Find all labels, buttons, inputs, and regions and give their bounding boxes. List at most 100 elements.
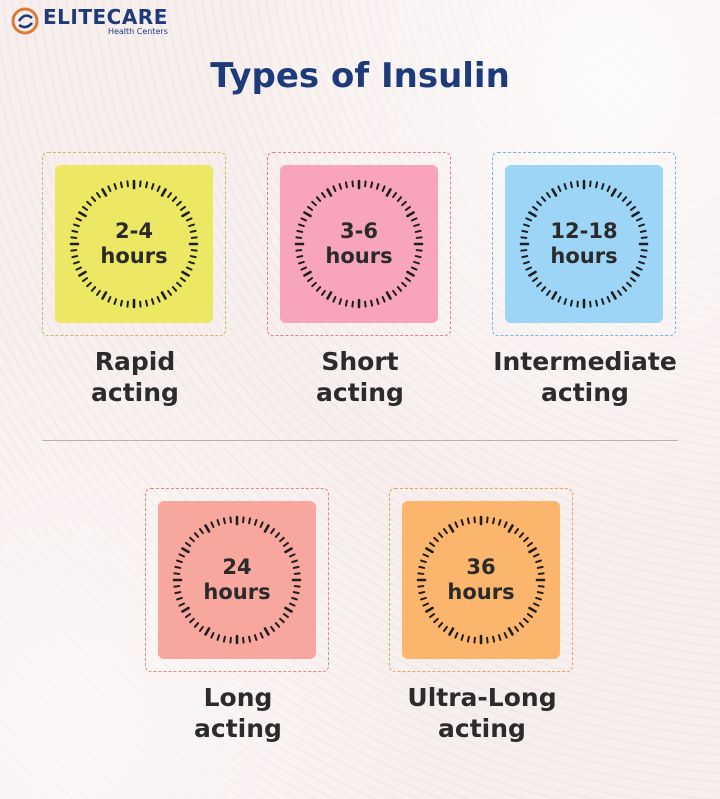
dial-tick: [536, 281, 542, 288]
dial-tick: [204, 627, 211, 636]
dial-tick: [293, 585, 301, 588]
dial-tick: [295, 236, 303, 239]
dial-tick: [518, 532, 525, 538]
dial-tick: [525, 217, 533, 222]
dial-tick: [160, 188, 167, 197]
dial-tick: [145, 181, 149, 189]
dial-tick: [557, 185, 562, 193]
dial-tick: [198, 625, 204, 632]
dial-tick: [229, 516, 232, 524]
dial-tick: [375, 183, 380, 190]
insulin-card-long: 24 hours Long acting: [145, 488, 331, 744]
dial-tick: [188, 223, 195, 228]
dial-tick: [292, 565, 300, 569]
duration-tile: 3-6 hours: [280, 165, 438, 323]
dial-tick: [248, 635, 252, 643]
dial-tick: [126, 300, 129, 308]
dial-tick: [521, 229, 529, 233]
dial-tick: [433, 536, 439, 543]
dial-tick: [523, 260, 530, 265]
duration-tile: 36 hours: [402, 501, 560, 659]
insulin-type-label: Rapid acting: [91, 347, 179, 407]
dial-tick: [150, 298, 155, 305]
dial-tick: [638, 260, 645, 265]
dial-tick: [173, 572, 181, 575]
dial-tick: [497, 519, 502, 526]
dial-tick: [338, 298, 343, 305]
dial-tick: [385, 291, 392, 300]
brand-logo[interactable]: ELITECARE Health Centers: [10, 6, 168, 36]
dial-tick: [282, 613, 289, 619]
dial-tick: [595, 299, 599, 307]
dial-tick: [401, 281, 407, 288]
dial-tick: [288, 602, 296, 607]
dial-tick: [176, 281, 182, 288]
dial-tick: [557, 295, 562, 303]
dial-tick: [126, 180, 129, 188]
dial-tick: [73, 260, 80, 265]
dial-tick: [176, 559, 183, 564]
dial-tick: [188, 260, 195, 265]
dial-tick: [448, 524, 455, 533]
dial-tick: [532, 602, 540, 607]
dial-tick: [631, 270, 640, 277]
dial-tick: [364, 180, 367, 188]
dial-tick: [320, 192, 326, 199]
dial-tick: [253, 519, 258, 526]
logo-swirl-icon: [11, 7, 39, 35]
dial-tick: [139, 300, 142, 308]
dial-tick: [351, 300, 354, 308]
dial-tick: [401, 200, 407, 207]
dial-tick: [639, 255, 647, 259]
dial-tick: [279, 617, 285, 624]
dial-tick: [185, 613, 192, 619]
dial-tick: [535, 596, 542, 601]
dial-tick: [442, 625, 448, 632]
dial-tick: [375, 298, 380, 305]
dial-tick: [429, 613, 436, 619]
dial-tick: [629, 277, 636, 283]
dial-tick: [420, 559, 427, 564]
insulin-card-short: 3-6 hours Short acting: [267, 152, 453, 408]
dial-tick: [139, 180, 142, 188]
brand-name: ELITECARE: [43, 5, 168, 29]
dial-tick: [528, 270, 537, 277]
dial-tick: [466, 517, 470, 525]
dial-tick: [532, 553, 540, 558]
dial-tick: [296, 255, 304, 259]
dial-tick: [418, 565, 426, 569]
dial-tick: [160, 291, 167, 300]
dial-tick: [303, 270, 312, 277]
dial-tick: [145, 299, 149, 307]
dial-tick: [259, 631, 264, 639]
dial-tick: [198, 528, 204, 535]
dial-tick: [414, 229, 422, 233]
dial-tick: [95, 289, 101, 296]
dial-tick: [90, 286, 97, 292]
dial-tick: [242, 636, 245, 644]
dial-tick: [167, 289, 173, 296]
dial-tick: [621, 286, 628, 292]
dial-tick: [82, 205, 89, 211]
dial-tick: [307, 205, 314, 211]
dial-tick: [298, 260, 305, 265]
dial-tick: [185, 266, 193, 271]
dial-tick: [639, 229, 647, 233]
dial-tick: [248, 517, 252, 525]
dial-tick: [640, 236, 648, 239]
dial-tick: [532, 205, 539, 211]
dial-tick: [638, 223, 645, 228]
dial-tick: [351, 180, 354, 188]
dial-tick: [621, 196, 628, 202]
dial-tick: [113, 298, 118, 305]
dial-tick: [176, 596, 183, 601]
dial-tick: [396, 286, 403, 292]
dial-tick: [589, 300, 592, 308]
dial-tick: [86, 200, 92, 207]
dial-tick: [295, 249, 303, 252]
dial-tick: [551, 188, 558, 197]
dial-tick: [523, 617, 529, 624]
dial-tick: [82, 277, 89, 283]
dial-tick: [600, 183, 605, 190]
dial-tick: [523, 223, 530, 228]
